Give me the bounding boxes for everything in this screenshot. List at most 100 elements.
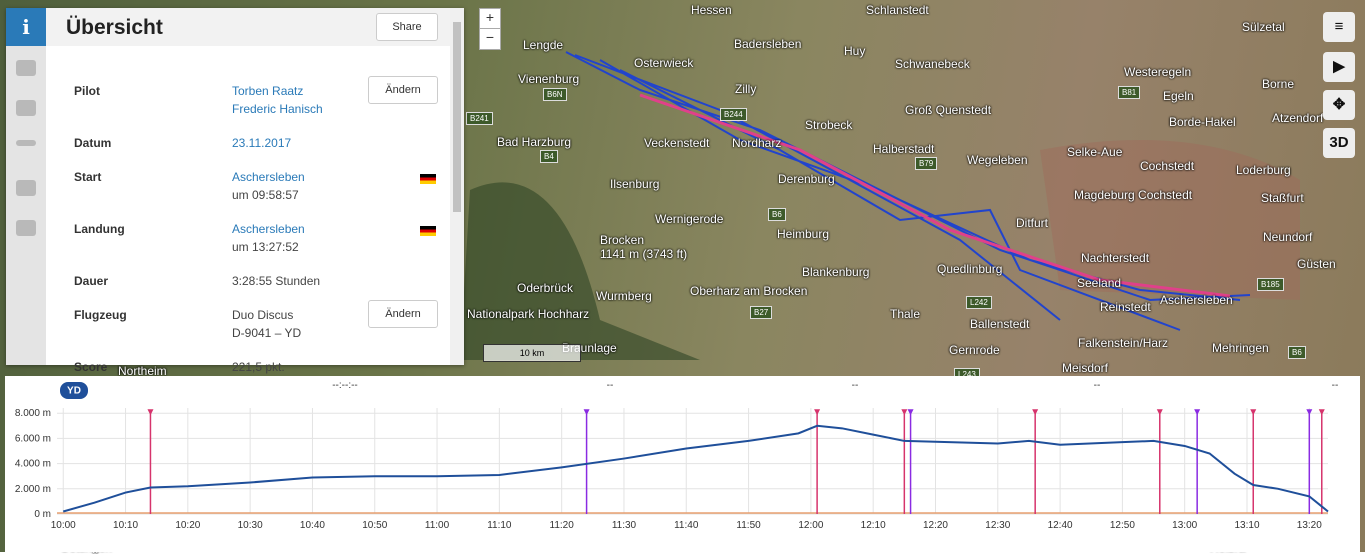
x-tick-label: 11:20	[550, 520, 575, 531]
x-tick-label: 12:20	[923, 520, 948, 531]
map-label: Heimburg	[777, 227, 830, 241]
row-value: 3:28:55 Stunden	[232, 274, 321, 288]
edit-button[interactable]: Ändern	[368, 300, 438, 328]
row-value: D-9041 – YD	[232, 326, 302, 340]
map-label: Nationalpark Hochharz	[467, 307, 590, 321]
map-label: Ballenstedt	[970, 317, 1030, 331]
stats-tab[interactable]	[16, 100, 36, 116]
map-label: Brocken	[600, 233, 645, 247]
zoom-in[interactable]: +	[479, 8, 501, 30]
event-marker-top	[907, 409, 914, 416]
map-label: Strobeck	[805, 118, 853, 132]
row-value: um 09:58:57	[232, 188, 299, 202]
map-label: Mehringen	[1212, 341, 1269, 355]
x-tick-label: 12:30	[985, 520, 1010, 531]
row-label: Dauer	[74, 274, 109, 288]
row-label: Score	[74, 360, 108, 374]
x-tick-label: 10:30	[238, 520, 263, 531]
y-tick-label: 2.000 m	[15, 484, 51, 495]
road-label: B6	[1288, 346, 1306, 359]
scroll-thumb[interactable]	[453, 22, 461, 212]
x-tick-label: 13:00	[1172, 520, 1197, 531]
fullscreen-button[interactable]: ✥	[1323, 90, 1355, 120]
next-tab[interactable]	[16, 180, 36, 196]
map-label: Reinstedt	[1100, 300, 1151, 314]
row-label: Datum	[74, 136, 112, 150]
road-label: B81	[1118, 86, 1141, 99]
map-label: Veckenstedt	[644, 136, 710, 150]
event-marker-top	[1318, 409, 1325, 416]
event-marker-top	[1306, 409, 1313, 416]
x-tick-label: 13:10	[1234, 520, 1259, 531]
event-marker-top	[583, 409, 590, 416]
scale-bar: 10 km	[483, 344, 581, 362]
map-label: Northeim	[118, 364, 167, 378]
x-tick-label: 11:10	[487, 520, 512, 531]
flag	[420, 226, 436, 236]
map-label: Westeregeln	[1124, 65, 1192, 79]
event-marker-top	[814, 409, 821, 416]
x-tick-label: 11:30	[612, 520, 637, 531]
map-label: Zilly	[735, 82, 757, 96]
users-tab[interactable]	[16, 220, 36, 236]
compare-tab[interactable]	[16, 140, 36, 146]
barogram: YD --:--:-- -- -- -- -- 0 m 2.000 m 4.000 m 6.00…	[5, 376, 1360, 552]
map-label: Vienenburg	[518, 72, 580, 86]
layers-button[interactable]: ≡	[1323, 12, 1355, 42]
road-label: B27	[750, 306, 773, 319]
y-tick-label: 8.000 m	[15, 408, 51, 419]
header-label: --	[1332, 380, 1339, 391]
3d-button[interactable]: 3D	[1323, 128, 1355, 158]
map-label: Derenburg	[778, 172, 835, 186]
info-tab[interactable]: i	[6, 8, 46, 46]
map-label: Wegeleben	[967, 153, 1028, 167]
y-tick-label: 0 m	[34, 509, 51, 520]
row-label: Start	[74, 170, 102, 184]
map-label: Nachterstedt	[1081, 251, 1150, 265]
map-label: Oderbrück	[517, 281, 574, 295]
sidebar: i	[6, 8, 46, 365]
map-label: Bad Harzburg	[497, 135, 572, 149]
map-label: Badersleben	[734, 37, 802, 51]
row-label: Flugzeug	[74, 308, 127, 322]
map-label: Lengde	[523, 38, 564, 52]
map-label: Quedlinburg	[937, 262, 1003, 276]
row-value[interactable]: Torben Raatz	[232, 84, 304, 98]
road-label: B79	[915, 157, 938, 170]
flag	[420, 174, 436, 184]
map-label: Sülzetal	[1242, 20, 1285, 34]
map-label: Ditfurt	[1016, 216, 1049, 230]
row-value[interactable]: Aschersleben	[232, 170, 305, 184]
map-label: Staßfurt	[1261, 191, 1304, 205]
map-label: Gernrode	[949, 343, 1000, 357]
map-label: Loderburg	[1236, 163, 1291, 177]
row-value: 221,5 pkt.	[232, 360, 285, 374]
edit-button[interactable]: Ändern	[368, 76, 438, 104]
event-marker-top	[901, 409, 908, 416]
road-label: L242	[966, 296, 992, 309]
share-button[interactable]: Share	[376, 13, 438, 41]
x-tick-label: 10:00	[51, 520, 76, 531]
zoom-out[interactable]: −	[479, 28, 501, 50]
comments-tab[interactable]	[16, 60, 36, 76]
road-label: B185	[1257, 278, 1284, 291]
map-label: Egeln	[1163, 89, 1194, 103]
row-value[interactable]: Frederic Hanisch	[232, 102, 323, 116]
x-tick-label: 12:40	[1048, 520, 1073, 531]
scrollbar[interactable]	[450, 8, 464, 365]
play-button[interactable]: ▶	[1323, 52, 1355, 82]
map-label: Thale	[890, 307, 921, 321]
x-tick-label: 11:00	[425, 520, 450, 531]
event-marker-top	[1032, 409, 1039, 416]
x-tick-label: 12:00	[798, 520, 823, 531]
header-label: --	[1094, 380, 1101, 391]
map-label: Magdeburg Cochstedt	[1074, 188, 1193, 202]
x-tick-label: 10:20	[175, 520, 200, 531]
map-label: Schwanebeck	[895, 57, 970, 71]
map-label: Borde-Hakel	[1169, 115, 1236, 129]
row-value[interactable]: 23.11.2017	[232, 136, 292, 150]
row-value: Duo Discus	[232, 308, 294, 322]
row-value[interactable]: Aschersleben	[232, 222, 305, 236]
road-label: B4	[540, 150, 558, 163]
